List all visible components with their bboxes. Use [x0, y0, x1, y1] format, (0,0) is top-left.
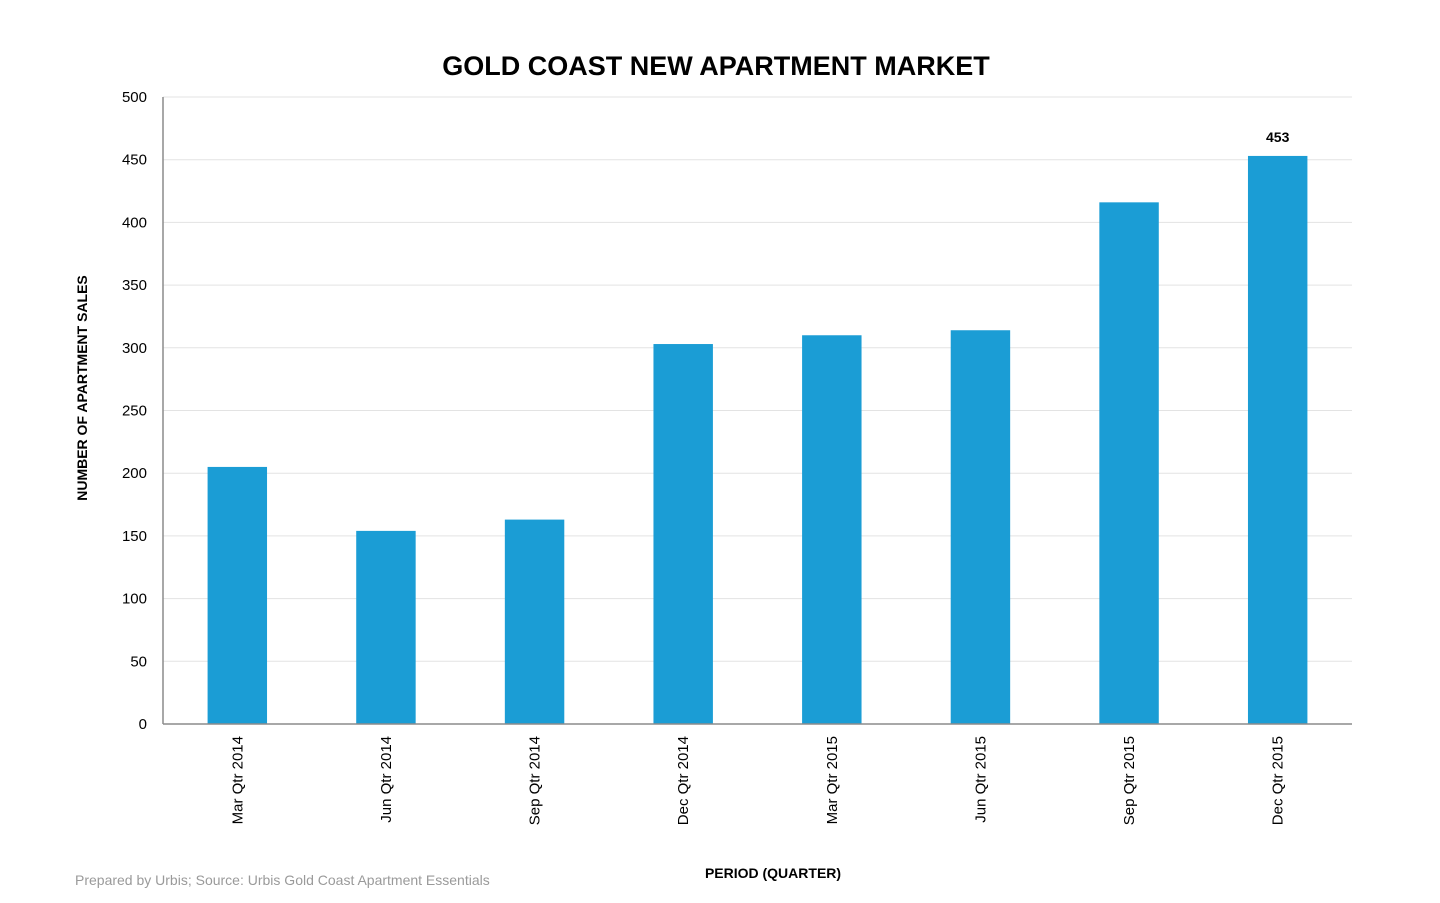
y-tick-label: 100 [122, 591, 147, 608]
bar [1099, 202, 1159, 724]
x-tick-label: Mar Qtr 2014 [229, 736, 246, 824]
bar [504, 519, 565, 724]
gridlines [163, 96, 1352, 662]
y-tick-label: 300 [122, 340, 147, 357]
bar [207, 466, 268, 724]
y-tick-labels: 0 50 100 150 200 250 300 350 400 450 500 [122, 89, 147, 733]
y-tick-label: 400 [122, 214, 147, 231]
y-tick-label: 250 [122, 403, 147, 420]
y-tick-label: 200 [122, 465, 147, 482]
data-label: 453 [1266, 129, 1290, 145]
x-tick-label: Dec Qtr 2015 [1270, 736, 1287, 825]
y-tick-label: 350 [122, 277, 147, 294]
y-tick-label: 50 [130, 653, 147, 670]
bar [653, 344, 713, 724]
y-tick-label: 0 [139, 716, 147, 733]
x-tick-label: Sep Qtr 2015 [1121, 736, 1138, 825]
x-tick-label: Jun Qtr 2014 [378, 736, 395, 823]
y-tick-label: 450 [122, 152, 147, 169]
bar [356, 530, 416, 724]
source-note: Prepared by Urbis; Source: Urbis Gold Co… [75, 872, 490, 888]
bar [950, 330, 1011, 724]
x-tick-label: Jun Qtr 2015 [972, 736, 989, 823]
x-axis-title: PERIOD (QUARTER) [705, 865, 841, 881]
x-tick-label: Mar Qtr 2015 [824, 736, 841, 824]
x-tick-label: Sep Qtr 2014 [527, 736, 544, 825]
bar [1247, 155, 1308, 725]
bars [207, 155, 1308, 725]
bar [802, 335, 862, 724]
y-tick-label: 150 [122, 528, 147, 545]
y-tick-label: 500 [122, 89, 147, 106]
chart-title: GOLD COAST NEW APARTMENT MARKET [442, 51, 990, 81]
data-labels: 453 [1266, 129, 1290, 145]
x-tick-label: Dec Qtr 2014 [675, 736, 692, 825]
x-tick-labels: Mar Qtr 2014 Jun Qtr 2014 Sep Qtr 2014 Dec … [229, 736, 1286, 825]
y-axis-title: NUMBER OF APARTMENT SALES [74, 275, 90, 501]
